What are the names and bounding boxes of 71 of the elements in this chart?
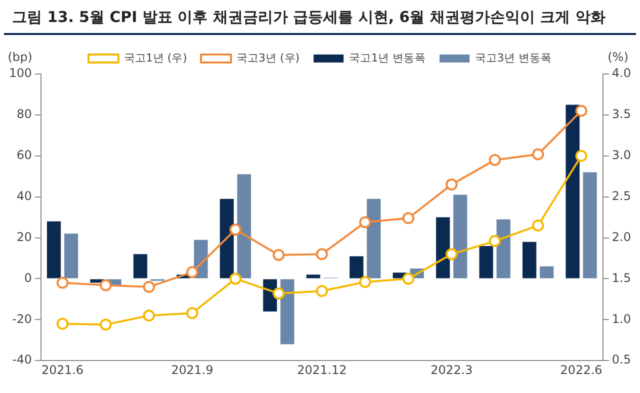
point xyxy=(488,235,501,248)
y2-tick-label: 4.0 xyxy=(612,66,632,80)
bar xyxy=(306,274,320,278)
point xyxy=(56,276,69,289)
bar xyxy=(540,266,554,278)
point xyxy=(446,178,458,191)
x-tick-label: 2022.6 xyxy=(560,362,602,377)
point xyxy=(359,276,372,288)
point xyxy=(402,272,414,285)
y-tick-label: 40 xyxy=(16,188,32,203)
y-tick-label: -20 xyxy=(12,312,32,326)
bar xyxy=(496,219,510,278)
legend-label: 국고3년 변동폭 xyxy=(475,51,552,64)
point xyxy=(186,307,198,320)
legend-label: 국고1년 (우) xyxy=(124,51,188,64)
bar xyxy=(46,221,61,278)
point xyxy=(229,272,242,285)
y-tick-label: 20 xyxy=(16,230,32,244)
bar xyxy=(350,256,364,278)
x-tick-label: 2021.9 xyxy=(171,362,214,377)
y-tick-label: 0 xyxy=(24,270,32,285)
legend-label: 국고1년 변동폭 xyxy=(349,51,426,64)
point xyxy=(575,150,588,162)
y2-axis-title: (%) xyxy=(608,50,628,64)
point xyxy=(142,310,155,322)
y-tick-label: -40 xyxy=(12,352,32,367)
bar xyxy=(566,104,580,278)
bar xyxy=(280,279,294,344)
point xyxy=(272,287,285,300)
point xyxy=(402,212,414,224)
y2-tick-label: 1.5 xyxy=(612,270,632,285)
y2-tick-label: 2.5 xyxy=(612,188,632,203)
y2-tick-label: 0.5 xyxy=(612,352,632,367)
bar xyxy=(453,194,468,278)
y-tick-label: 60 xyxy=(16,148,32,162)
chart-title: 그림 13. 5월 CPI 발표 이후 채권금리가 급등세를 시현, 6월 채권평가손익이 크게 악화 xyxy=(4,0,636,35)
y-axis-title: (bp) xyxy=(8,50,32,64)
bar xyxy=(64,234,78,278)
bar xyxy=(479,246,494,278)
bar xyxy=(522,242,536,278)
bar xyxy=(220,198,234,278)
point xyxy=(142,280,155,293)
point xyxy=(316,248,328,260)
point xyxy=(532,219,544,232)
point xyxy=(488,154,501,166)
x-tick-label: 2022.3 xyxy=(430,362,473,377)
bar xyxy=(237,174,252,278)
x-tick-label: 2021.6 xyxy=(42,362,84,377)
bar xyxy=(133,254,148,278)
point xyxy=(272,248,285,261)
point xyxy=(532,148,544,160)
y-tick-label: 100 xyxy=(9,66,32,80)
y2-tick-label: 2.0 xyxy=(612,230,632,244)
point xyxy=(575,104,588,117)
point xyxy=(100,318,112,331)
y-tick-label: 80 xyxy=(16,107,32,122)
point xyxy=(100,279,112,292)
point xyxy=(359,216,372,228)
point xyxy=(56,318,69,330)
bar xyxy=(583,172,597,278)
legend-label: 국고3년 (우) xyxy=(236,51,300,64)
x-tick-label: 2021.12 xyxy=(297,362,347,377)
point xyxy=(229,224,242,236)
point xyxy=(446,248,458,260)
y2-tick-label: 3.5 xyxy=(612,107,632,122)
bar xyxy=(436,217,450,278)
point xyxy=(316,284,328,297)
y2-tick-label: 1.0 xyxy=(612,312,632,326)
point xyxy=(186,266,198,278)
bar xyxy=(366,198,381,278)
y2-tick-label: 3.0 xyxy=(612,148,632,162)
